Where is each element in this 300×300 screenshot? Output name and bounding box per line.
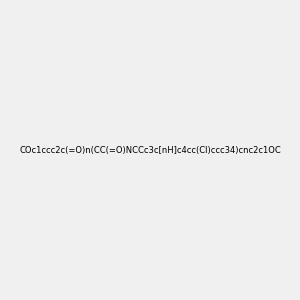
Text: COc1ccc2c(=O)n(CC(=O)NCCc3c[nH]c4cc(Cl)ccc34)cnc2c1OC: COc1ccc2c(=O)n(CC(=O)NCCc3c[nH]c4cc(Cl)c… [19,146,281,154]
